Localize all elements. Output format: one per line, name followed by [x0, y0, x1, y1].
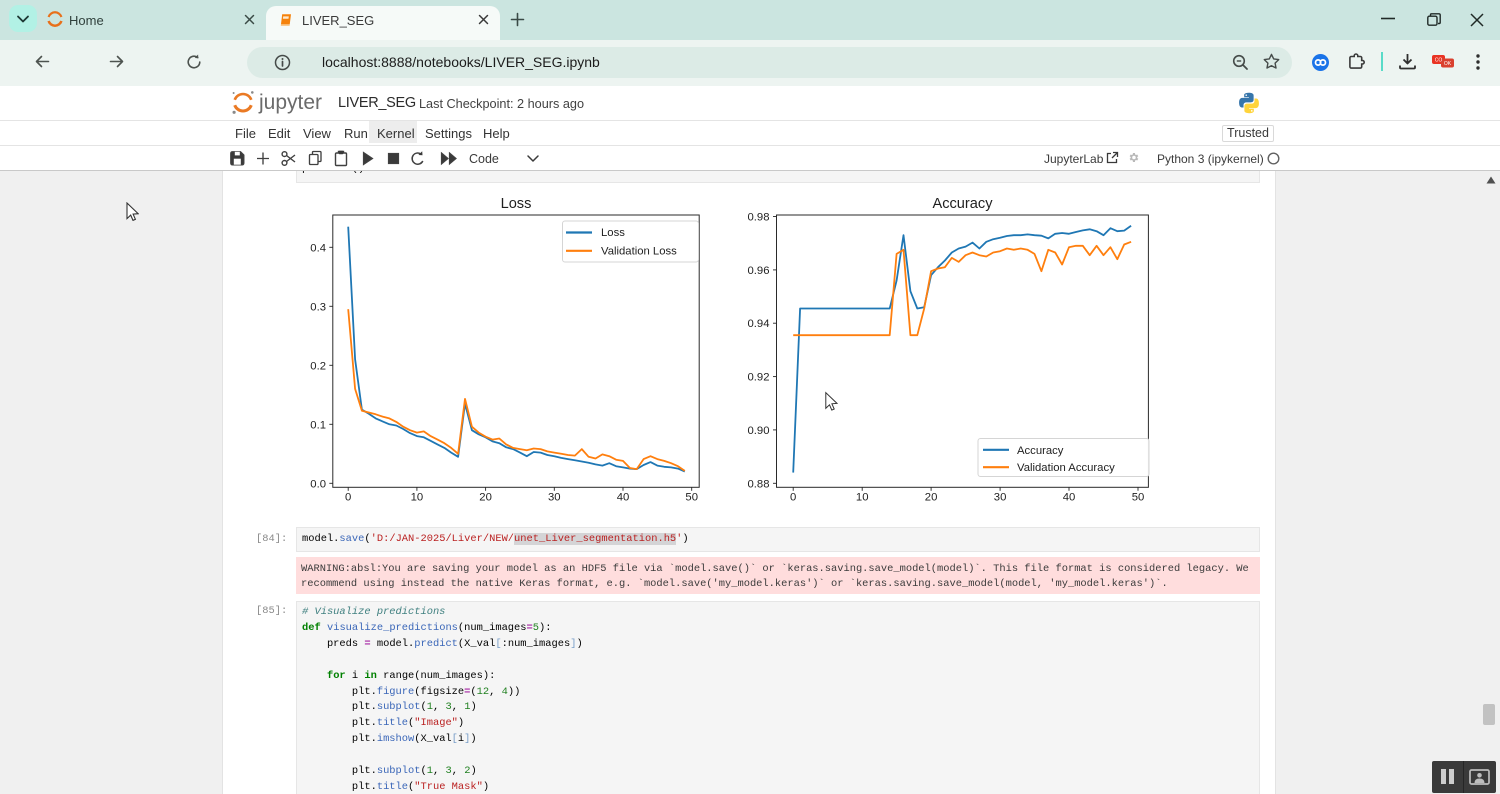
- svg-text:30: 30: [548, 492, 561, 504]
- svg-text:0.0: 0.0: [310, 478, 326, 490]
- svg-text:Loss: Loss: [601, 227, 625, 239]
- svg-text:0: 0: [345, 492, 351, 504]
- svg-text:0.96: 0.96: [748, 265, 770, 277]
- svg-text:0.88: 0.88: [748, 478, 770, 490]
- svg-text:Code: Code: [469, 152, 499, 166]
- svg-text:0.2: 0.2: [310, 360, 326, 372]
- svg-text:Validation Loss: Validation Loss: [601, 246, 677, 258]
- svg-text:0.98: 0.98: [748, 212, 770, 224]
- svg-text:0.94: 0.94: [748, 318, 770, 330]
- svg-text:20: 20: [925, 492, 938, 504]
- svg-text:0: 0: [790, 492, 796, 504]
- svg-text:0.1: 0.1: [310, 419, 326, 431]
- svg-text:CO: CO: [1435, 58, 1443, 64]
- svg-text:10: 10: [856, 492, 869, 504]
- svg-text:50: 50: [685, 492, 698, 504]
- svg-text:Validation Accuracy: Validation Accuracy: [1017, 462, 1115, 474]
- svg-text:20: 20: [479, 492, 492, 504]
- svg-text:40: 40: [617, 492, 630, 504]
- svg-text:50: 50: [1132, 492, 1145, 504]
- svg-text:30: 30: [994, 492, 1007, 504]
- svg-text:Accuracy: Accuracy: [1017, 445, 1064, 457]
- svg-text:40: 40: [1063, 492, 1076, 504]
- svg-text:Accuracy: Accuracy: [932, 196, 993, 212]
- svg-text:Loss: Loss: [501, 196, 532, 212]
- svg-text:0.3: 0.3: [310, 301, 326, 313]
- svg-text:OK: OK: [1444, 61, 1452, 67]
- svg-text:0.90: 0.90: [748, 425, 770, 437]
- svg-text:0.4: 0.4: [310, 242, 326, 254]
- svg-text:0.92: 0.92: [748, 372, 770, 384]
- svg-text:10: 10: [411, 492, 424, 504]
